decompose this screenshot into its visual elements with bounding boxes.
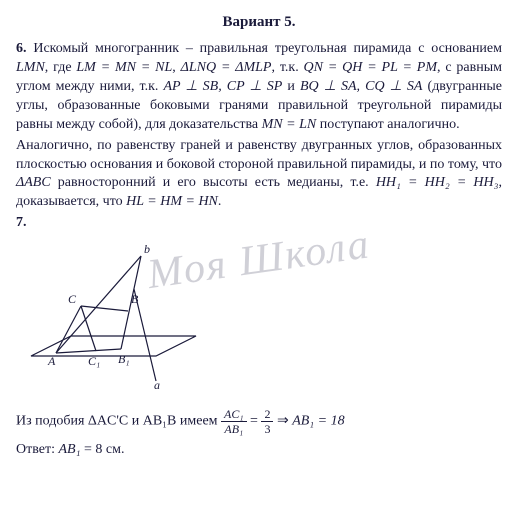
label-b-line: b — [144, 242, 150, 256]
p6-para2-text: Аналогично, по равенству граней и равенс… — [16, 138, 502, 172]
p6-text1: Искомый многогранник – правильная треуго… — [33, 41, 502, 56]
p6-m8: ΔABC — [16, 175, 51, 190]
label-C1: C₁ — [88, 354, 100, 368]
fraction-2: 2 3 — [261, 408, 273, 435]
label-B1: B₁ — [118, 352, 130, 366]
problem-7-number-line: 7. — [16, 214, 502, 233]
p6-text11: . — [218, 194, 222, 209]
problem-7-number: 7. — [16, 215, 27, 230]
p7-sol-text1: Из подобия ΔAC'C и AB₁B имеем — [16, 414, 221, 429]
p7-eq1: = — [250, 414, 261, 429]
answer-math: AB₁ — [58, 442, 80, 457]
base-plane — [31, 336, 196, 356]
p6-m4: QN = QH = PL = PM — [304, 60, 437, 75]
problem-6-para2: Аналогично, по равенству граней и равенс… — [16, 137, 502, 213]
p6-text6: и — [282, 79, 300, 94]
answer-val: = 8 см. — [80, 442, 124, 457]
p6-text8: поступают аналогично. — [316, 117, 459, 132]
p6-m3: ΔLNQ = ΔMLP — [181, 60, 272, 75]
problem-7-answer: Ответ: AB₁ = 8 см. — [16, 441, 502, 460]
p6-text4: , т.к. — [271, 60, 303, 75]
frac2-num: 2 — [261, 408, 273, 422]
answer-label: Ответ: — [16, 442, 58, 457]
problem-6-number: 6. — [16, 41, 27, 56]
label-C: C — [68, 292, 77, 306]
p6-text2: , где — [45, 60, 77, 75]
p6-m2: LM = MN = NL — [76, 60, 172, 75]
frac1-num: AC₁ — [221, 408, 247, 422]
problem-6-para1: 6. Искомый многогранник – правильная тре… — [16, 40, 502, 134]
frac2-den: 3 — [261, 422, 273, 435]
line-c-horiz — [81, 306, 128, 311]
p6-m7: MN = LN — [262, 117, 317, 132]
line-ab1 — [56, 349, 121, 353]
fraction-1: AC₁ AB₁ — [221, 408, 247, 435]
p7-arrow: ⇒ — [277, 414, 292, 429]
p6-m5: AP ⊥ SB, CP ⊥ SP — [163, 79, 282, 94]
variant-title: Вариант 5. — [16, 12, 502, 32]
p7-result: AB₁ = 18 — [292, 414, 344, 429]
line-c1c — [81, 306, 96, 351]
p6-m9: HH₁ = HH₂ = HH₃ — [376, 175, 499, 190]
label-A: A — [47, 354, 56, 368]
frac1-den: AB₁ — [221, 422, 247, 435]
diagram-svg: A b B C C₁ B₁ a — [26, 241, 216, 391]
p6-text3: , — [172, 60, 180, 75]
geometry-diagram: A b B C C₁ B₁ a — [26, 241, 502, 398]
label-a-line: a — [154, 378, 160, 391]
problem-7-solution: Из подобия ΔAC'C и AB₁B имеем AC₁ AB₁ = … — [16, 408, 502, 435]
p6-m1: LMN — [16, 60, 45, 75]
p6-m6: BQ ⊥ SA, CQ ⊥ SA — [300, 79, 422, 94]
p6-text9: равносторонний и его высоты есть медианы… — [51, 175, 376, 190]
label-B: B — [131, 292, 139, 306]
p6-m10: HL = HM = HN — [126, 194, 218, 209]
